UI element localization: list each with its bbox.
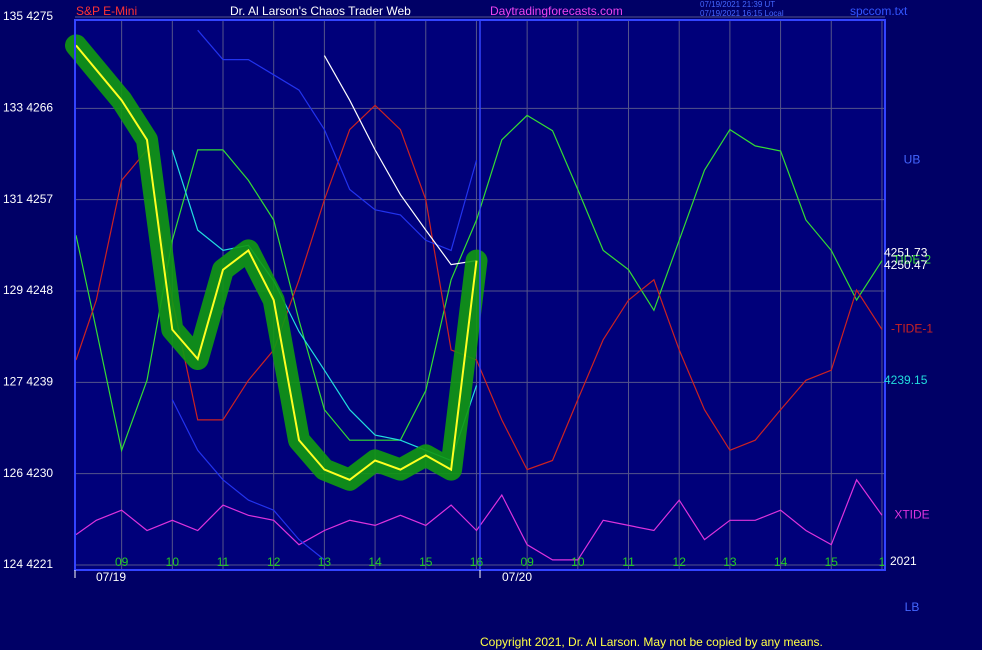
x-tick-label: 13: [723, 555, 737, 569]
x-tick-label: 10: [166, 555, 180, 569]
series-label: TIDE-2: [893, 253, 931, 267]
y-tick-label: 133 4266: [3, 101, 53, 115]
x-tick-label: 12: [267, 555, 281, 569]
y-tick-label: 124 4221: [3, 557, 53, 571]
series-label: UB: [904, 152, 921, 166]
y-tick-label: 126 4230: [3, 466, 53, 480]
date-label: 07/20: [502, 570, 532, 584]
x-tick-label: 14: [774, 555, 788, 569]
series-line: [75, 104, 883, 471]
y-tick-label: 129 4248: [3, 283, 53, 297]
timestamp: 07/19/2021 21:39 UT: [700, 0, 775, 9]
x-tick-label: 09: [115, 555, 129, 569]
end-value-label: 4250.47: [884, 258, 928, 272]
series-line: [171, 399, 325, 561]
series-label: LB: [905, 600, 920, 614]
x-tick-label: 12: [673, 555, 687, 569]
x-tick-label: 15: [419, 555, 433, 569]
website: Daytradingforecasts.com: [490, 4, 623, 18]
x-tick-label: 11: [622, 555, 635, 569]
x-tick-label: 15: [825, 555, 839, 569]
x-tick-label: 1: [879, 555, 886, 569]
timestamp: 07/19/2021 16:15 Local: [700, 9, 784, 18]
series-line: [75, 44, 478, 481]
date-label: 07/19: [96, 570, 126, 584]
y-tick-label: 131 4257: [3, 192, 53, 206]
x-tick-label: 16: [470, 555, 484, 569]
grid: [75, 16, 885, 570]
series-label: XTIDE: [894, 507, 929, 521]
copyright: Copyright 2021, Dr. Al Larson. May not b…: [480, 635, 823, 649]
file-name: spccom.txt: [850, 4, 908, 18]
series-line: [75, 114, 883, 453]
chart-title: Dr. Al Larson's Chaos Trader Web: [230, 4, 411, 18]
series-line: [323, 55, 477, 266]
end-value-label: 4251.73: [884, 245, 928, 259]
y-tick-label: 135 4275: [3, 9, 53, 23]
series-label: -TIDE-1: [891, 322, 933, 336]
series-line: [75, 478, 883, 561]
x-tick-label: 14: [368, 555, 382, 569]
end-value-label: 4239.15: [884, 373, 928, 387]
x-tick-label: 11: [217, 555, 230, 569]
series-line: [197, 29, 478, 252]
lines: [65, 29, 883, 561]
x-tick-label: 09: [520, 555, 534, 569]
y-tick-label: 127 4239: [3, 375, 53, 389]
x-tick-label: 10: [571, 555, 585, 569]
x-tick-label: 13: [318, 555, 332, 569]
symbol: S&P E-Mini: [76, 4, 137, 18]
year: 2021: [890, 554, 917, 568]
